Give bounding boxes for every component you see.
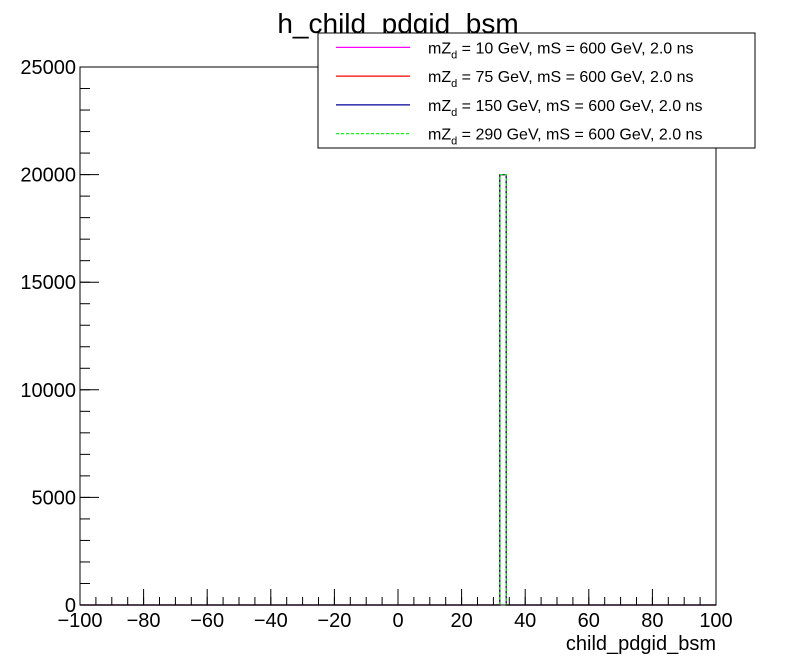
x-tick-label: 80 xyxy=(641,610,663,632)
y-tick-label: 0 xyxy=(65,595,76,617)
histogram-series-4 xyxy=(80,174,716,606)
x-tick-label: −40 xyxy=(254,610,288,632)
y-tick-label: 5000 xyxy=(32,487,77,509)
axes: −100 −80 −60 −40 −20 0 20 40 60 80 100 0 5000 10000 15… xyxy=(20,57,732,632)
legend: mZd = 10 GeV, mS = 600 GeV, 2.0 ns mZd = … xyxy=(317,32,756,149)
x-tick-label: 0 xyxy=(392,610,403,632)
y-tick-label: 15000 xyxy=(20,272,76,294)
plot-area xyxy=(80,174,716,606)
histogram-series-3 xyxy=(80,174,716,606)
y-tick-label: 10000 xyxy=(20,380,76,402)
x-tick-label: 20 xyxy=(450,610,472,632)
histogram-series-1 xyxy=(80,174,716,606)
legend-entry-1: mZd = 10 GeV, mS = 600 GeV, 2.0 ns xyxy=(428,40,694,61)
x-tick-label: −100 xyxy=(57,610,102,632)
histogram-series-2 xyxy=(80,174,716,606)
legend-entry-3: mZd = 150 GeV, mS = 600 GeV, 2.0 ns xyxy=(428,98,702,119)
x-tick-label: −20 xyxy=(317,610,351,632)
legend-entry-4: mZd = 290 GeV, mS = 600 GeV, 2.0 ns xyxy=(428,127,702,148)
x-tick-label: 60 xyxy=(578,610,600,632)
x-tick-label: −60 xyxy=(190,610,224,632)
legend-entry-2: mZd = 75 GeV, mS = 600 GeV, 2.0 ns xyxy=(428,69,694,90)
y-tick-label: 20000 xyxy=(20,165,76,187)
y-tick-label: 25000 xyxy=(20,57,76,79)
x-axis-label: child_pdgid_bsm xyxy=(566,633,716,655)
legend-box xyxy=(317,32,756,149)
x-tick-label: 100 xyxy=(699,610,732,632)
x-tick-label: −80 xyxy=(127,610,161,632)
x-tick-label: 40 xyxy=(514,610,536,632)
